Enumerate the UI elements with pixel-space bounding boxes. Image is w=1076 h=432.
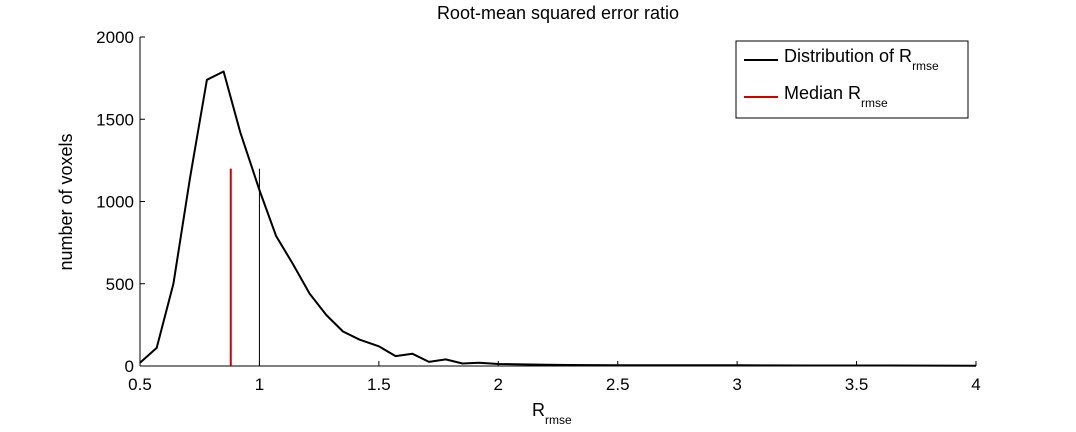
y-tick-label: 500 [106,275,134,294]
plot-area: 0.5 1 1.5 2 2.5 3 3.5 4 0 500 1000 1500 2000 [96,28,981,394]
legend-label-median: Median Rrmse [784,83,888,110]
x-axis-label-main: R [532,400,545,420]
y-axis-label: number of voxels [56,133,76,270]
y-tick-label: 1500 [96,110,134,129]
legend-box [735,40,969,119]
x-axis-label-sub: rmse [545,413,572,427]
y-tick-label: 2000 [96,28,134,47]
x-tick-label: 2.5 [606,375,630,394]
legend: Distribution of Rrmse Median Rrmse [735,40,969,119]
chart-title: Root-mean squared error ratio [437,3,679,23]
legend-label-distribution: Distribution of Rrmse [784,46,939,73]
x-tick-label: 3 [732,375,741,394]
x-tick-label: 0.5 [128,375,152,394]
x-tick-label: 2 [494,375,503,394]
x-tick-label: 4 [971,375,980,394]
x-tick-label: 3.5 [845,375,869,394]
x-axis-label: Rrmse [532,400,572,427]
distribution-series-line [139,70,977,367]
x-tick-label: 1.5 [367,375,391,394]
y-tick-label: 1000 [96,193,134,212]
x-tick-label: 1 [255,375,264,394]
y-tick-label: 0 [125,357,134,376]
